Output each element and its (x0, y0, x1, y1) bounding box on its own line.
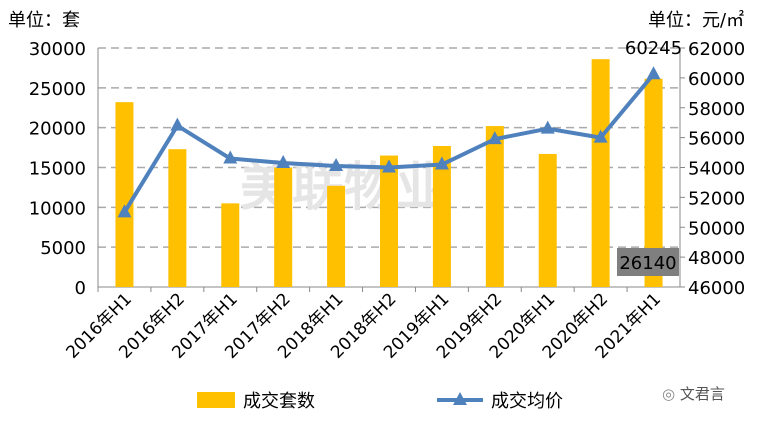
bar-data-label-box (617, 248, 679, 276)
bar-2018年H1 (327, 185, 346, 287)
left-tick-label: 20000 (29, 119, 86, 140)
watermark: ◎ 文君言 (662, 385, 725, 403)
left-tick-label: 0 (75, 278, 86, 299)
bar-2017年H1 (221, 203, 240, 287)
line-marker-2021年H1 (646, 66, 661, 80)
left-tick-label: 30000 (29, 39, 86, 60)
right-tick-label: 58000 (688, 99, 745, 120)
bar-2016年H2 (168, 149, 187, 287)
right-tick-label: 62000 (688, 39, 745, 60)
right-tick-label: 52000 (688, 188, 745, 209)
line-marker-2020年H2 (593, 129, 608, 143)
line-marker-2016年H1 (117, 204, 132, 218)
left-tick-label: 15000 (29, 159, 86, 180)
line-marker-2019年H1 (434, 156, 449, 170)
line-marker-2018年H1 (329, 158, 344, 172)
right-tick-label: 54000 (688, 159, 745, 180)
line-data-label: 60245 (625, 38, 682, 59)
right-tick-label: 46000 (688, 278, 745, 299)
line-marker-2018年H2 (382, 159, 396, 173)
line-marker-2017年H1 (223, 150, 238, 164)
left-tick-label: 5000 (40, 238, 86, 259)
bar-2018年H2 (380, 155, 398, 287)
legend-bar-label: 成交套数 (243, 391, 315, 412)
legend-bar-swatch (197, 392, 235, 408)
bar-2017年H2 (274, 167, 293, 287)
bar-2019年H2 (485, 126, 504, 287)
right-tick-label: 56000 (688, 129, 745, 150)
legend-line-marker (453, 392, 467, 405)
line-marker-2016年H2 (170, 117, 185, 131)
bar-2020年H2 (591, 59, 610, 287)
wechat-icon: ◎ (662, 385, 680, 403)
line-marker-2017年H2 (276, 155, 291, 169)
left-tick-label: 25000 (29, 79, 86, 100)
bar-data-label: 26140 (619, 253, 676, 274)
bar-2019年H1 (432, 145, 451, 287)
right-tick-label: 48000 (688, 248, 745, 269)
bar-2021年H1 (644, 78, 663, 287)
right-unit-label: 单位：元/㎡ (648, 9, 744, 31)
left-unit-label: 单位：套 (8, 10, 80, 31)
left-tick-label: 10000 (29, 198, 86, 219)
right-tick-label: 60000 (688, 69, 745, 90)
bar-2016年H1 (115, 102, 134, 287)
line-marker-2019年H2 (487, 131, 502, 145)
line-marker-2020年H1 (540, 120, 555, 134)
bar-2020年H1 (538, 153, 557, 287)
right-tick-label: 50000 (688, 218, 745, 239)
legend-line-label: 成交均价 (491, 391, 563, 412)
